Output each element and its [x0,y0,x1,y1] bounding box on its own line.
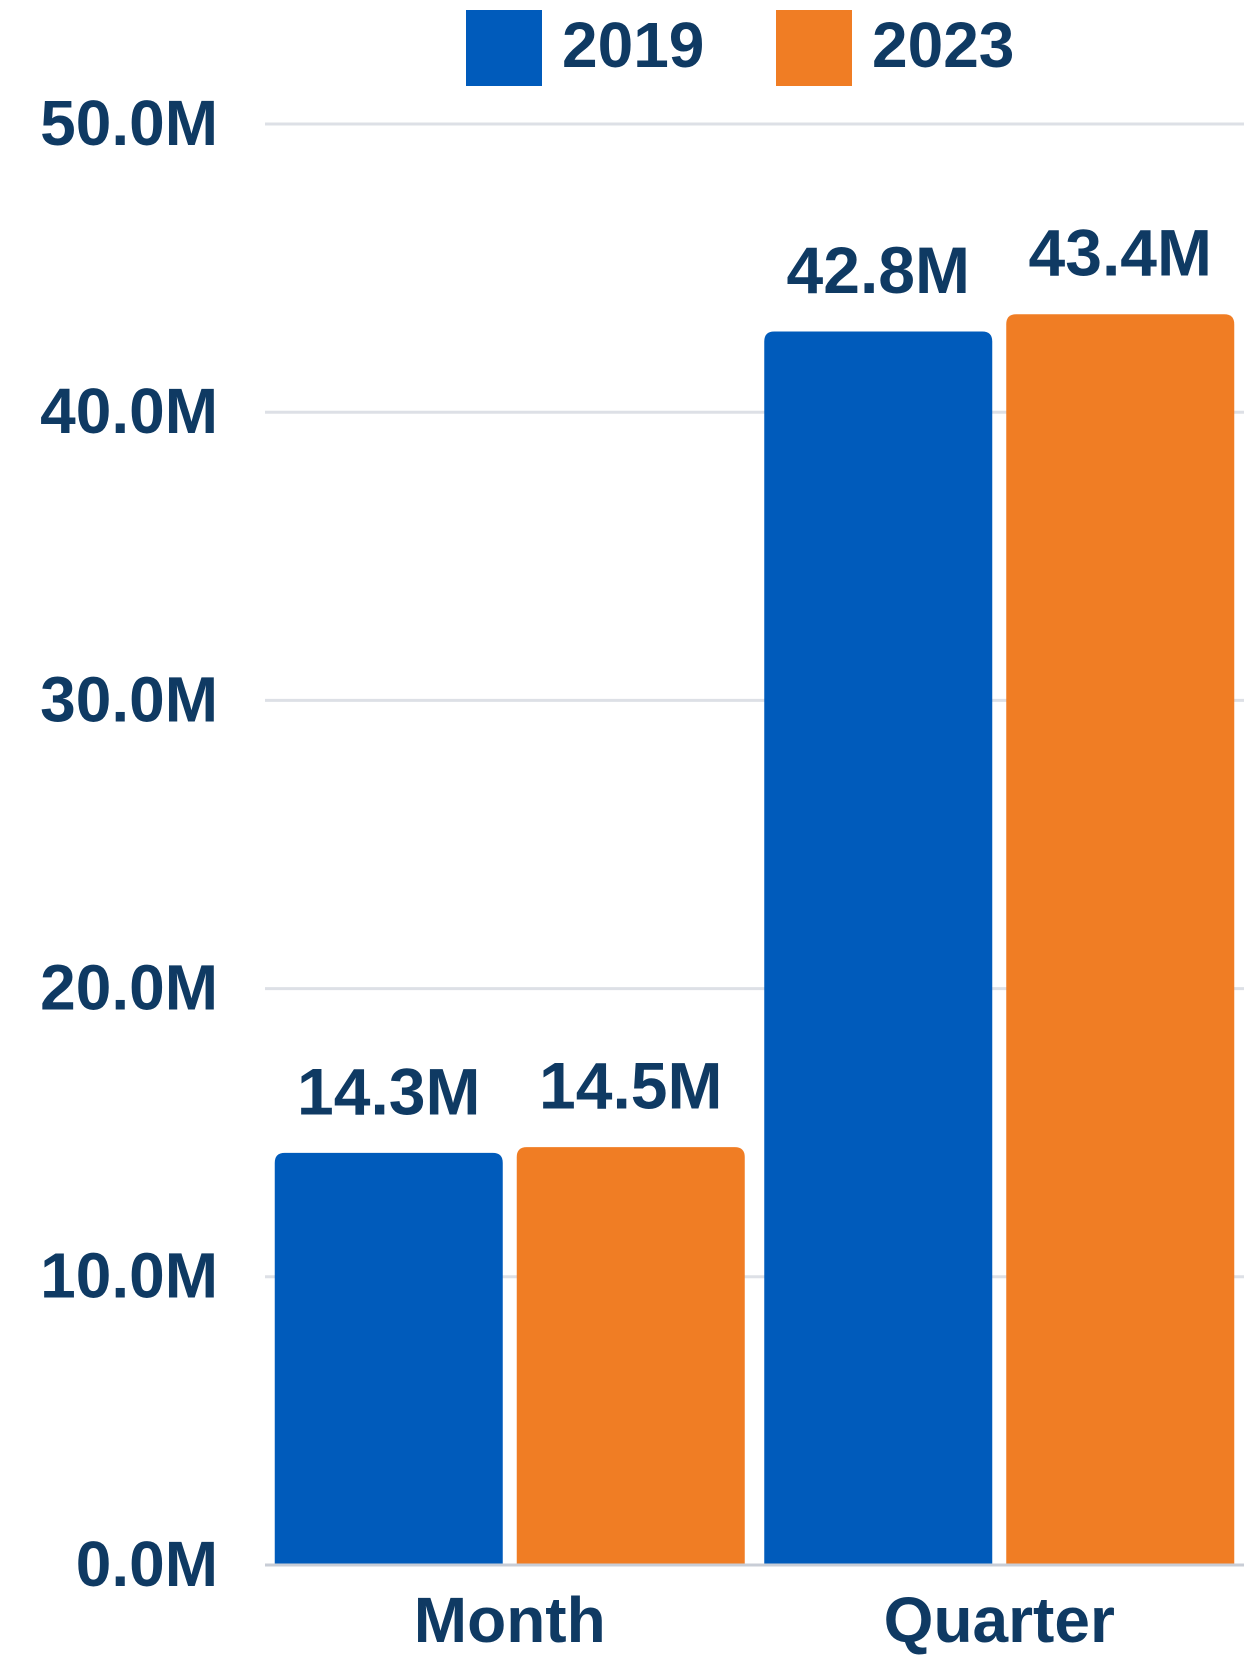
y-tick-label: 40.0M [40,375,218,447]
bar [1006,314,1235,1565]
data-label: 43.4M [1029,216,1212,290]
legend-swatch [776,10,852,86]
legend-label: 2023 [872,9,1014,81]
y-tick-label: 30.0M [40,663,218,735]
data-label: 14.5M [539,1049,722,1123]
data-label: 14.3M [297,1054,480,1128]
x-tick-label: Month [414,1584,606,1656]
bar [274,1152,503,1565]
y-tick-label: 50.0M [40,87,218,159]
legend-swatch [466,10,542,86]
x-tick-label: Quarter [884,1584,1115,1656]
bar [764,331,993,1565]
y-tick-label: 0.0M [76,1528,218,1600]
y-tick-label: 10.0M [40,1240,218,1312]
legend-label: 2019 [562,9,704,81]
y-tick-label: 20.0M [40,952,218,1024]
bar [516,1147,745,1565]
data-label: 42.8M [787,233,970,307]
